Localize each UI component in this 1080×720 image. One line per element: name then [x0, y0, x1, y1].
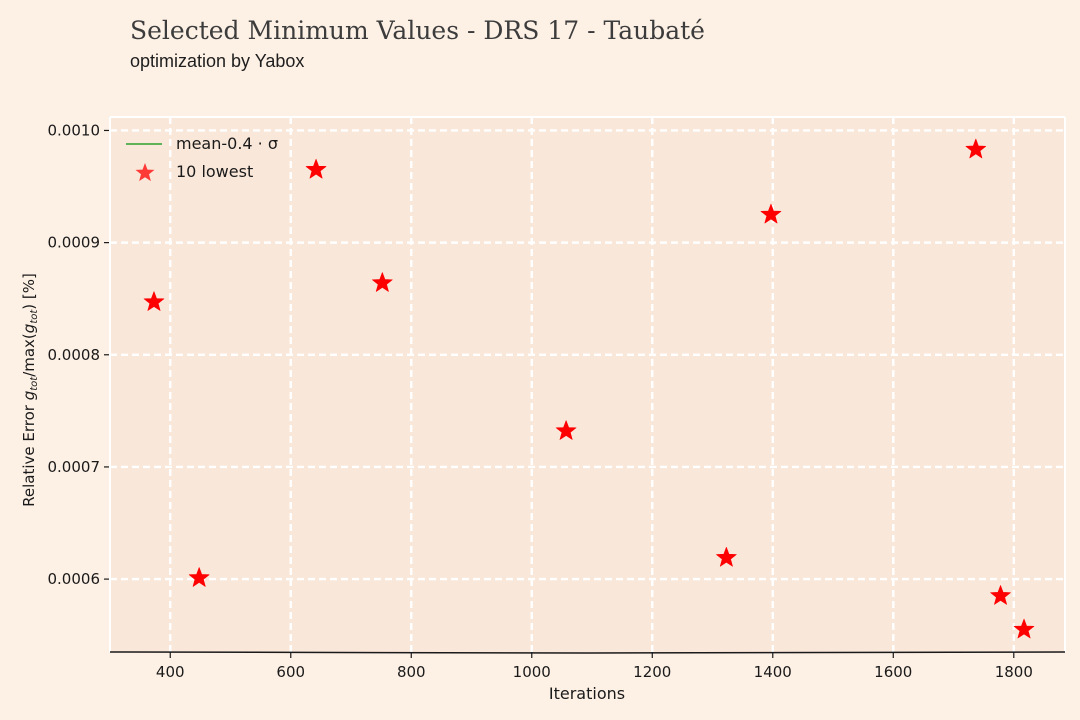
plot-area [110, 117, 1065, 652]
legend-star-swatch [135, 163, 155, 182]
y-tick-label: 0.0007 [48, 458, 101, 476]
x-axis-label: Iterations [549, 684, 625, 703]
legend-label-lowest: 10 lowest [176, 162, 253, 181]
y-tick-label: 0.0008 [48, 346, 101, 364]
y-tick-label: 0.0009 [48, 234, 101, 252]
legend-label-mean: mean-0.4 · σ [176, 134, 278, 153]
grid [110, 117, 1065, 652]
x-tick-label: 800 [397, 663, 426, 681]
data-point-star [716, 546, 737, 567]
y-tick-label: 0.0006 [48, 570, 101, 588]
data-point-star [305, 158, 327, 179]
data-point-star [1013, 618, 1035, 639]
x-tick-label: 400 [156, 663, 185, 681]
data-point-star [990, 585, 1011, 605]
data-point-star [372, 272, 393, 292]
data-point-star [555, 420, 577, 440]
x-tick-label: 1000 [513, 663, 551, 681]
y-tick-label: 0.0010 [48, 121, 101, 139]
x-tick-label: 1800 [995, 663, 1033, 681]
y-axis-label: Relative Error gtot/max(gtot) [%] [20, 273, 40, 507]
data-point-star [143, 291, 165, 311]
x-tick-label: 1600 [874, 663, 912, 681]
x-tick-label: 600 [276, 663, 305, 681]
legend: mean-0.4 · σ 10 lowest [126, 134, 278, 182]
axes: 400 600 800 1000 1200 1400 1600 1800 0.0006 0.000… [48, 116, 1066, 681]
x-tick-label: 1400 [754, 663, 792, 681]
data-point-star [188, 567, 210, 587]
x-axis-line [109, 651, 1066, 654]
chart-title: Selected Minimum Values - DRS 17 - Tauba… [130, 16, 705, 45]
data-point-star [965, 138, 987, 159]
x-tick-label: 1200 [633, 663, 671, 681]
data-point-star [760, 203, 782, 224]
data-points [143, 138, 1035, 639]
chart-subtitle: optimization by Yabox [130, 51, 305, 71]
